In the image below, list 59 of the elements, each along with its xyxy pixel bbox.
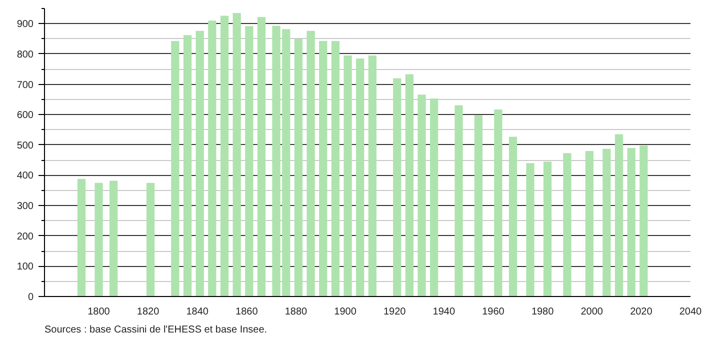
y-tick-label: 300 [16,201,34,212]
bar [146,182,155,296]
bar [627,148,636,296]
bar [171,40,180,296]
x-tick-label: 1840 [186,306,209,318]
x-tick-label: 1980 [531,306,554,318]
y-tick-label: 600 [16,110,34,122]
y-tick-label: 700 [16,80,34,91]
bar [331,40,340,296]
x-tick-label: 1860 [236,306,258,318]
y-tick-label: 100 [16,262,34,273]
source-note: Sources : base Cassini de l'EHESS et base Insee. [44,324,268,336]
bar [196,30,204,296]
y-tick-label: 0 [28,292,34,303]
x-tick-label: 1820 [136,306,160,318]
bar [356,58,364,296]
x-tick-label: 1880 [284,306,308,318]
y-tick-label: 800 [16,49,34,60]
bar [563,153,572,296]
bar [245,26,254,296]
x-tick-label: 2000 [580,306,604,318]
x-tick-label: 1920 [384,306,406,318]
x-tick-label: 1940 [432,306,456,318]
bar [94,182,103,296]
x-tick-label: 1800 [88,306,110,318]
bar [430,98,438,296]
bar [418,94,426,296]
x-tick-label: 2020 [630,306,653,318]
bar [232,13,241,296]
bar [109,180,118,296]
bar [208,20,216,296]
bar [454,105,463,296]
bar [494,109,502,296]
x-tick-label: 2040 [679,306,702,318]
bar [257,16,266,296]
y-tick-label: 500 [16,140,34,152]
bar [614,134,624,296]
y-tick-label: 900 [16,19,34,30]
bar [640,146,648,296]
bar [543,162,552,296]
x-tick-label: 1900 [334,306,357,318]
bar [368,55,376,296]
bar [77,178,86,296]
bar [526,163,534,296]
bar [344,55,352,296]
bar [294,38,303,296]
bar [405,74,414,296]
bar [474,115,483,296]
bar [602,148,611,296]
bar [220,16,229,296]
bar [183,35,192,296]
bar [508,136,518,296]
bar [319,40,328,296]
y-tick-label: 400 [16,170,34,182]
x-tick-label: 1960 [482,306,505,318]
bar [585,150,594,296]
bar [306,30,315,296]
bar [393,78,402,296]
y-tick-label: 200 [16,231,34,242]
